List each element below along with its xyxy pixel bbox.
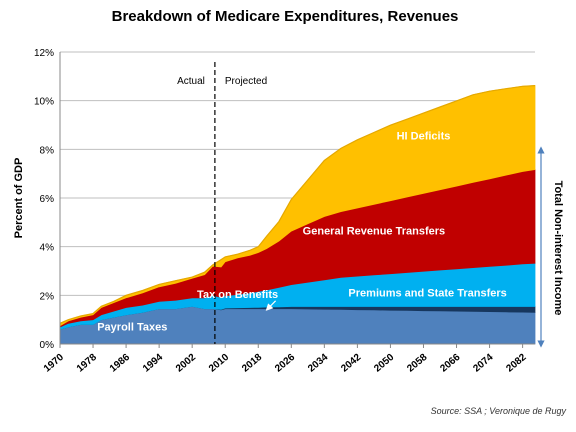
y-tick-label: 2% bbox=[40, 291, 55, 302]
y-axis-label: Percent of GDP bbox=[13, 158, 25, 239]
source-note: Source: SSA ; Veronique de Rugy bbox=[431, 406, 567, 416]
x-tick-label: 2050 bbox=[372, 352, 396, 375]
x-tick-label: 1970 bbox=[42, 352, 66, 375]
annotation-premiums-and-state-transfers: Premiums and State Transfers bbox=[348, 288, 506, 300]
actual-label: Actual bbox=[177, 76, 205, 87]
stacked-areas bbox=[59, 85, 536, 345]
area-annotations: Payroll Taxes Tax on Benefits Premiums and… bbox=[97, 131, 507, 334]
x-tick-label: 1994 bbox=[141, 352, 165, 375]
projected-label: Projected bbox=[225, 76, 267, 87]
x-tick-label: 2018 bbox=[240, 352, 264, 375]
y-tick-labels: 0% 2% 4% 6% 8% 10% 12% bbox=[34, 48, 54, 351]
annotation-general-revenue-transfers: General Revenue Transfers bbox=[303, 226, 445, 238]
right-axis-label: Total Non-interest Income bbox=[552, 181, 564, 316]
x-tick-labels: 1970 1978 1986 1994 2002 2010 2018 2026 2034 2042… bbox=[42, 344, 529, 375]
annotation-payroll-taxes: Payroll Taxes bbox=[97, 322, 167, 334]
chart-title: Breakdown of Medicare Expenditures, Reve… bbox=[112, 8, 459, 25]
total-outline bbox=[59, 85, 536, 324]
x-tick-label: 2034 bbox=[306, 352, 330, 375]
x-tick-label: 1978 bbox=[75, 352, 99, 375]
y-tick-label: 6% bbox=[40, 194, 55, 205]
annotation-hi-deficits: HI Deficits bbox=[397, 131, 451, 143]
annotation-tax-on-benefits: Tax on Benefits bbox=[197, 289, 278, 301]
tax-on-benefits-arrow bbox=[265, 300, 277, 311]
x-tick-label: 2074 bbox=[471, 352, 495, 375]
y-tick-label: 10% bbox=[34, 97, 54, 108]
x-tick-label: 2002 bbox=[174, 352, 198, 375]
x-tick-label: 2058 bbox=[405, 352, 429, 375]
y-tick-label: 8% bbox=[40, 145, 55, 156]
y-tick-label: 4% bbox=[40, 243, 55, 254]
x-tick-label: 2026 bbox=[273, 352, 297, 375]
y-tick-label: 0% bbox=[40, 340, 55, 351]
x-tick-label: 1986 bbox=[108, 352, 132, 375]
y-tick-label: 12% bbox=[34, 48, 54, 59]
x-tick-label: 2042 bbox=[339, 352, 363, 375]
x-tick-label: 2010 bbox=[207, 352, 231, 375]
x-tick-label: 2066 bbox=[438, 352, 462, 375]
x-tick-label: 2082 bbox=[504, 352, 528, 375]
